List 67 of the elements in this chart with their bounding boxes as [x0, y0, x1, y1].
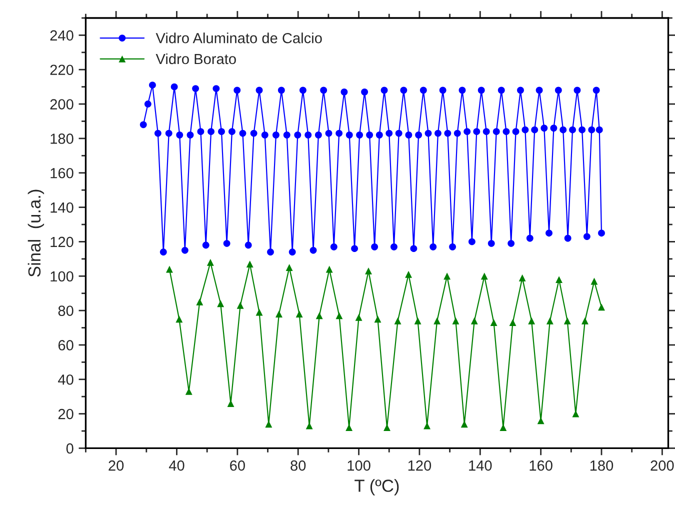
point — [518, 274, 526, 282]
x-tick-label: 40 — [168, 460, 184, 471]
point — [564, 317, 571, 324]
x-tick-label: 80 — [290, 460, 306, 471]
point — [374, 316, 382, 323]
x-tick-label: 100 — [348, 460, 370, 471]
point — [265, 420, 272, 428]
x-tick-label: 180 — [590, 460, 614, 471]
point — [405, 270, 412, 278]
point — [480, 272, 488, 280]
point — [598, 304, 605, 311]
x-tick-label: 120 — [408, 460, 432, 471]
point — [166, 266, 173, 273]
point — [470, 317, 478, 324]
y-tick-label: 20 — [58, 408, 74, 420]
legend-label: Vidro Aluminato de Calcio — [156, 32, 322, 44]
legend-label: Vidro Borato — [156, 53, 236, 64]
point — [394, 317, 402, 324]
point — [537, 417, 544, 424]
point — [286, 264, 293, 271]
point — [528, 317, 536, 324]
point — [546, 317, 554, 324]
y-tick-label: 180 — [50, 134, 74, 144]
point — [384, 424, 390, 432]
point — [414, 317, 422, 324]
point — [590, 278, 598, 285]
point — [316, 312, 323, 320]
point — [236, 302, 244, 309]
y-tick-label: 100 — [50, 271, 74, 282]
point — [365, 267, 372, 274]
y-tick-label: 160 — [50, 168, 74, 178]
y-tick-label: 200 — [50, 99, 74, 110]
y-tick-label: 60 — [58, 340, 74, 350]
y-tick-label: 80 — [58, 306, 74, 316]
point — [500, 424, 507, 432]
point — [452, 317, 460, 324]
point — [246, 260, 254, 268]
point — [336, 312, 343, 320]
point — [444, 272, 451, 280]
point — [176, 316, 183, 323]
point — [296, 310, 303, 318]
point — [434, 317, 441, 324]
point — [509, 319, 516, 326]
y-tick-label: 120 — [50, 236, 74, 248]
point — [490, 319, 498, 326]
point — [206, 258, 214, 266]
x-tick-label: 60 — [230, 460, 245, 471]
point — [196, 298, 204, 306]
point — [346, 424, 353, 432]
y-tick-label: 40 — [58, 374, 74, 385]
y-tick-label: 220 — [50, 64, 74, 76]
x-axis-title: T (ºC) — [354, 479, 399, 496]
point — [556, 276, 562, 284]
x-tick-label: 20 — [108, 460, 124, 471]
y-axis-title: Sinal (u.a.) — [28, 190, 44, 277]
y-tick-label: 0 — [66, 443, 74, 454]
y-tick-label: 240 — [50, 30, 74, 41]
point — [217, 300, 224, 308]
point — [355, 314, 362, 321]
point — [276, 310, 282, 318]
x-tick-label: 160 — [530, 460, 552, 471]
y-tick-label: 140 — [50, 202, 74, 213]
point — [326, 266, 333, 273]
x-tick-label: 140 — [469, 460, 492, 471]
point — [460, 420, 468, 428]
point — [581, 317, 588, 324]
x-tick-label: 200 — [650, 460, 674, 471]
